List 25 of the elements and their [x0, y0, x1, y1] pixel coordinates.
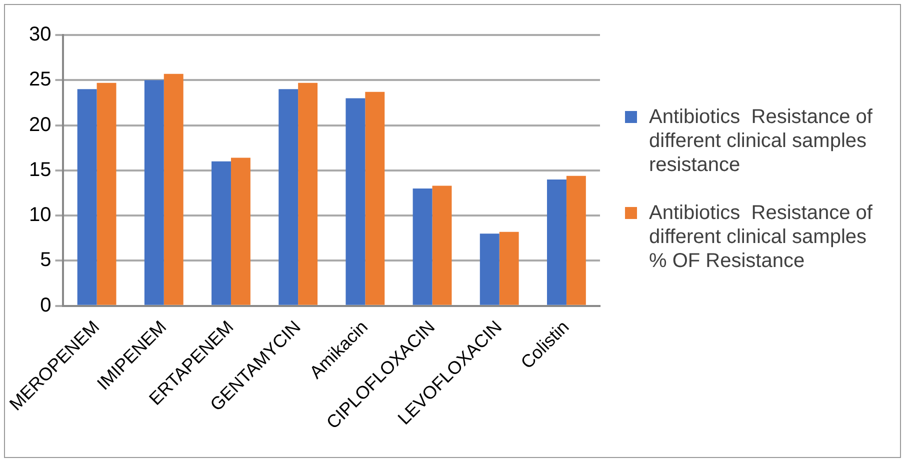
bar — [230, 158, 250, 305]
y-tick-label: 30 — [28, 24, 52, 46]
bar — [164, 74, 184, 305]
bar — [144, 80, 164, 305]
bar — [298, 82, 318, 305]
bar — [480, 234, 500, 305]
bar — [212, 161, 231, 305]
bar — [499, 232, 519, 305]
legend-label: Antibiotics Resistance of different clinical samples resistance — [649, 106, 874, 176]
bar — [412, 188, 432, 305]
y-tick-label: 25 — [28, 68, 52, 91]
bar — [77, 89, 97, 305]
y-tick-label: 15 — [28, 158, 52, 181]
bar — [346, 98, 366, 305]
y-tick-label: 20 — [28, 114, 52, 136]
bar — [365, 92, 385, 305]
legend-label: Antibiotics Resistance of different clinical samples % OF Resistance — [649, 202, 874, 272]
bar — [278, 89, 298, 305]
bar — [432, 186, 452, 305]
y-tick-label: 10 — [28, 204, 52, 226]
y-tick-label: 0 — [40, 294, 52, 316]
bar — [566, 176, 586, 305]
bar — [546, 179, 566, 305]
y-tick-label: 5 — [40, 249, 52, 272]
bar — [96, 82, 116, 305]
